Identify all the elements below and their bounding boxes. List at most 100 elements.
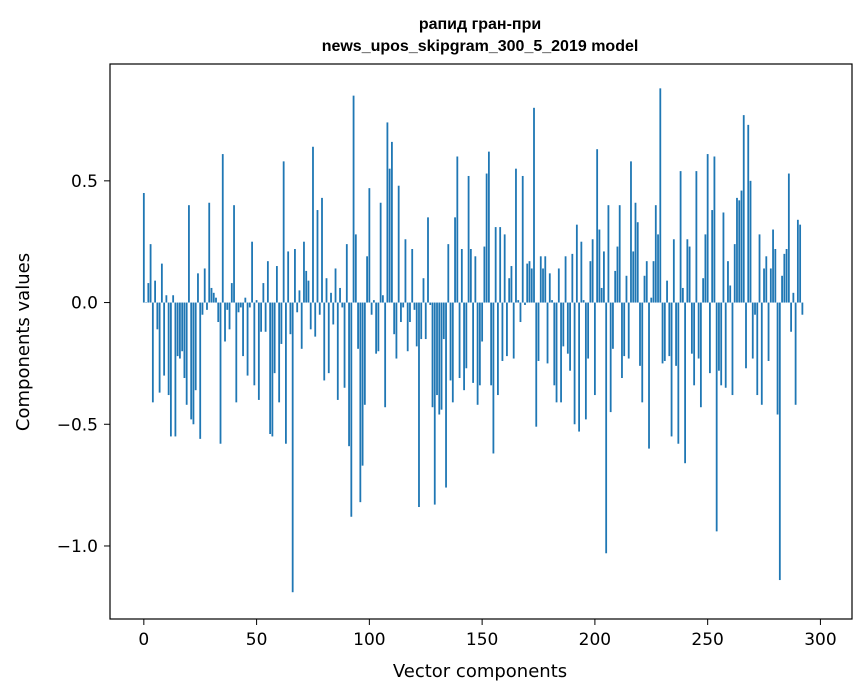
bar-258 <box>724 302 727 388</box>
bar-221 <box>641 302 644 403</box>
bar-166 <box>517 300 520 303</box>
bar-79 <box>321 197 323 303</box>
bar-48 <box>251 241 253 303</box>
bar-91 <box>348 302 350 447</box>
bar-39 <box>230 283 233 303</box>
bar-189 <box>569 302 571 371</box>
bar-28 <box>206 302 208 310</box>
bar-266 <box>742 115 745 303</box>
y-tick-label: −0.5 <box>57 415 98 435</box>
bar-261 <box>731 302 734 396</box>
bar-215 <box>627 302 630 359</box>
bar-226 <box>652 261 655 303</box>
bar-127 <box>429 302 432 305</box>
bar-274 <box>760 302 763 405</box>
bar-43 <box>239 302 242 308</box>
bar-123 <box>420 302 423 340</box>
bar-190 <box>571 253 574 303</box>
bar-171 <box>528 261 531 303</box>
bar-51 <box>257 302 260 400</box>
bar-177 <box>542 268 544 303</box>
bar-184 <box>557 268 560 303</box>
bar-153 <box>487 151 490 303</box>
bar-133 <box>442 302 445 340</box>
bar-105 <box>379 202 382 303</box>
bar-50 <box>255 300 258 303</box>
bar-270 <box>751 302 754 359</box>
bar-2 <box>147 283 150 303</box>
bar-45 <box>244 297 247 303</box>
bar-262 <box>733 244 736 303</box>
bar-111 <box>393 302 396 335</box>
bar-55 <box>266 261 269 303</box>
bar-88 <box>341 302 344 308</box>
bar-112 <box>395 302 398 359</box>
bar-4 <box>151 302 154 403</box>
bar-208 <box>612 302 614 349</box>
bar-0 <box>142 193 145 303</box>
bar-85 <box>334 268 337 303</box>
bar-245 <box>695 171 698 303</box>
bar-99 <box>366 256 368 303</box>
bar-52 <box>260 302 262 332</box>
bar-7 <box>158 302 161 393</box>
bar-268 <box>747 124 750 303</box>
bar-191 <box>573 302 576 425</box>
bar-230 <box>661 302 664 364</box>
bar-220 <box>639 302 641 366</box>
bar-61 <box>280 302 283 344</box>
bar-198 <box>589 261 592 303</box>
bar-249 <box>704 234 707 303</box>
bar-239 <box>681 287 684 303</box>
bar-35 <box>221 154 224 303</box>
bar-253 <box>713 156 716 303</box>
bar-73 <box>307 280 310 303</box>
bar-272 <box>756 302 759 396</box>
bar-36 <box>224 302 226 342</box>
bar-175 <box>537 302 540 361</box>
bar-106 <box>381 295 384 303</box>
bar-120 <box>413 302 416 310</box>
bar-148 <box>476 302 479 405</box>
bar-277 <box>767 302 770 361</box>
bar-223 <box>645 261 648 303</box>
bar-234 <box>670 302 673 437</box>
bar-260 <box>729 285 732 303</box>
bar-63 <box>285 302 287 444</box>
bar-205 <box>605 302 608 554</box>
bar-275 <box>763 268 765 303</box>
bar-254 <box>715 302 718 532</box>
bar-96 <box>359 302 362 503</box>
bar-174 <box>535 302 538 427</box>
bar-125 <box>424 302 427 340</box>
bar-37 <box>226 302 229 310</box>
bar-283 <box>781 275 783 303</box>
bar-66 <box>291 302 294 593</box>
bar-269 <box>749 180 752 303</box>
bar-62 <box>282 161 285 303</box>
bar-117 <box>406 302 409 352</box>
bar-156 <box>494 227 497 303</box>
bar-29 <box>208 202 211 303</box>
bar-116 <box>404 239 407 303</box>
bar-68 <box>296 302 299 313</box>
bar-161 <box>506 302 508 357</box>
bar-246 <box>697 302 700 359</box>
chart-title-line-2: news_upos_skipgram_300_5_2019 model <box>322 38 639 55</box>
bar-243 <box>690 302 693 354</box>
bar-70 <box>300 302 303 349</box>
bar-233 <box>668 302 671 357</box>
bar-149 <box>478 302 481 386</box>
bar-158 <box>499 227 502 303</box>
bar-100 <box>368 188 371 303</box>
bar-170 <box>526 263 529 303</box>
bar-264 <box>738 200 741 303</box>
bar-289 <box>794 302 797 405</box>
bar-199 <box>591 239 594 303</box>
bar-94 <box>354 234 357 303</box>
bar-135 <box>447 244 450 303</box>
plot-frame <box>109 63 853 620</box>
bar-110 <box>391 141 393 303</box>
bar-141 <box>460 249 463 303</box>
bar-219 <box>636 222 639 303</box>
